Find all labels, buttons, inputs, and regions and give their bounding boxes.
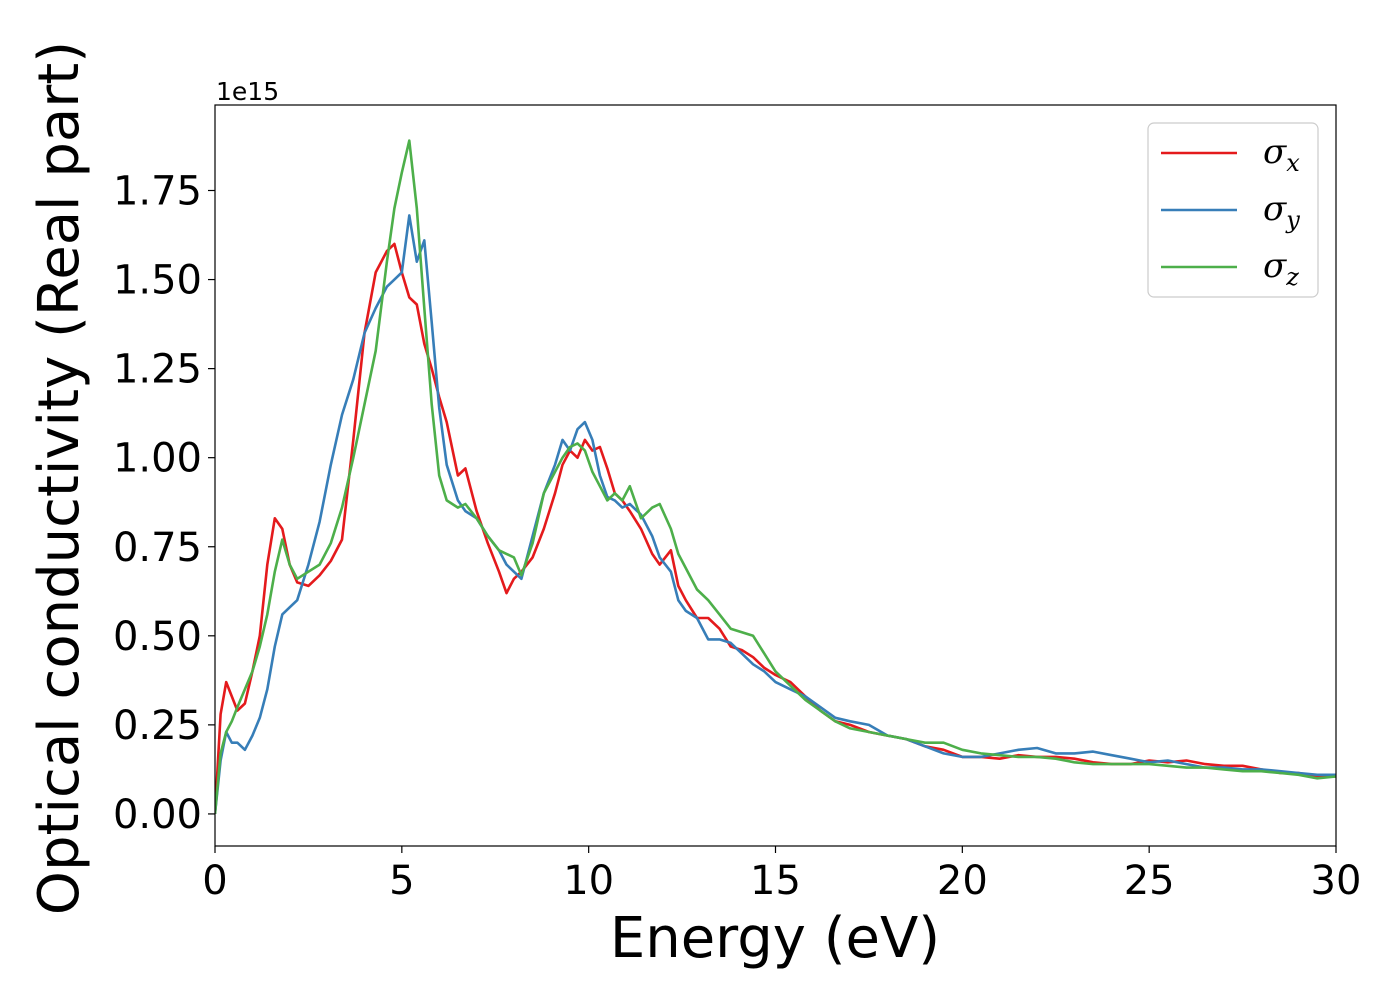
y-tick-label: 1.75 bbox=[113, 169, 202, 215]
series-group bbox=[215, 139, 1336, 815]
y-tick-label: 0.75 bbox=[113, 525, 202, 571]
plot-area: 0 5 10 15 20 25 30 0.00 0.25 0.50 0.75 1.00 1.25 1.50… bbox=[113, 104, 1362, 904]
series-line-y bbox=[215, 214, 1336, 815]
x-tick-label: 5 bbox=[389, 858, 414, 904]
x-tick-label: 15 bbox=[750, 858, 801, 904]
y-tick-label: 1.50 bbox=[113, 258, 202, 304]
legend-label-y: σy bbox=[1263, 189, 1300, 234]
x-axis-title: Energy (eV) bbox=[610, 906, 940, 971]
y-tick-label: 1.25 bbox=[113, 347, 202, 393]
y-axis-title: Optical conductivity (Real part) bbox=[27, 41, 92, 915]
x-tick-label: 30 bbox=[1311, 858, 1362, 904]
legend-label-z: σz bbox=[1263, 246, 1299, 291]
y-tick-label: 0.50 bbox=[113, 614, 202, 660]
legend: σx σy σz bbox=[1147, 122, 1319, 298]
x-tick-label: 20 bbox=[937, 858, 988, 904]
y-tick-label: 1.00 bbox=[113, 436, 202, 482]
y-tick-label: 0.00 bbox=[113, 792, 202, 838]
y-axis-offset-label: 1e15 bbox=[216, 77, 279, 106]
y-tick-label: 0.25 bbox=[113, 703, 202, 749]
x-tick-label: 0 bbox=[202, 858, 227, 904]
x-tick-label: 25 bbox=[1124, 858, 1175, 904]
legend-label-x: σx bbox=[1263, 132, 1300, 177]
x-tick-label: 10 bbox=[563, 858, 614, 904]
series-line-z bbox=[215, 139, 1336, 815]
